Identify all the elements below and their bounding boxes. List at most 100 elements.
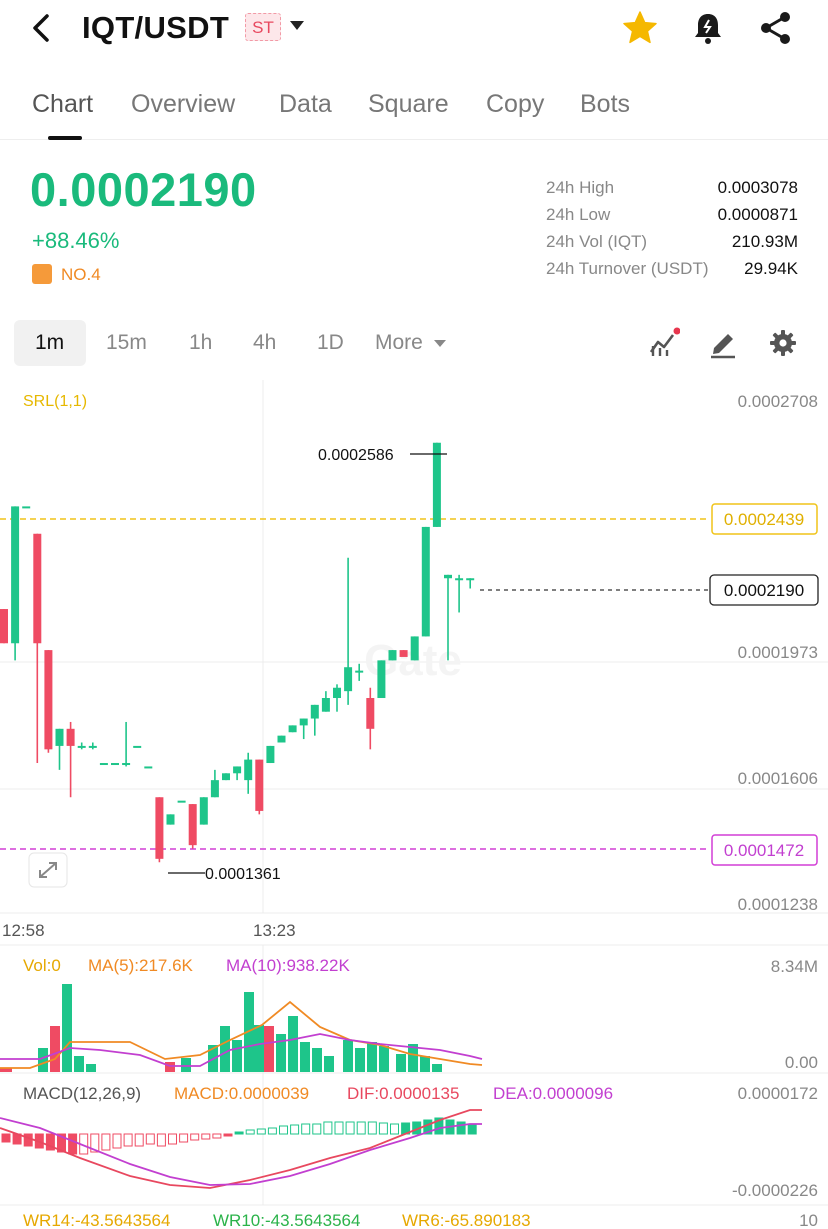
- candle-body: [344, 667, 353, 692]
- timeframe-1m[interactable]: 1m: [35, 331, 65, 354]
- stat-label-vol: 24h Vol (IQT): [546, 232, 648, 251]
- candle-body: [199, 797, 208, 825]
- candle-body: [399, 650, 408, 657]
- macd-bar: [179, 1133, 189, 1143]
- macd-bar: [223, 1133, 233, 1137]
- macd-bar: [323, 1121, 333, 1135]
- macd-bar: [378, 1122, 388, 1135]
- timeframe-4h[interactable]: 4h: [253, 331, 277, 354]
- star-icon[interactable]: [620, 8, 660, 48]
- macd-bar: [156, 1133, 166, 1147]
- candle-body: [88, 745, 97, 748]
- macd-bar: [367, 1121, 377, 1135]
- stat-label-turnover: 24h Turnover (USDT): [546, 259, 709, 278]
- header: IQT/USDT ST: [0, 0, 828, 60]
- alert-bell-icon[interactable]: [688, 8, 728, 48]
- timeframe-active-bg: [14, 320, 86, 366]
- timeframe-1d[interactable]: 1D: [317, 331, 344, 354]
- macd-bar: [57, 1133, 66, 1153]
- macd-bar: [256, 1128, 266, 1135]
- candle-body: [77, 745, 86, 748]
- st-badge: ST: [245, 13, 281, 41]
- macd-bar: [212, 1133, 222, 1139]
- candle-body: [233, 766, 242, 774]
- tab-bots[interactable]: Bots: [580, 90, 631, 118]
- volume-axis-top: 8.34M: [771, 957, 818, 976]
- last-price-tag: [709, 574, 819, 606]
- candle-body: [222, 773, 230, 781]
- candle-body: [244, 759, 253, 781]
- pair-title[interactable]: IQT/USDT: [82, 10, 230, 45]
- tab-copy[interactable]: Copy: [486, 90, 545, 118]
- wr14-label: WR14:-43.5643564: [23, 1211, 170, 1229]
- macd-axis-bottom: -0.0000226: [732, 1181, 818, 1200]
- candle-body: [111, 763, 119, 766]
- srl-low-tag: [711, 834, 818, 866]
- macd-bar: [267, 1127, 277, 1135]
- macd-bar: [145, 1133, 155, 1145]
- rank-icon: [32, 264, 52, 284]
- timeframe-15m[interactable]: 15m: [106, 331, 147, 354]
- macd-bar: [101, 1133, 111, 1151]
- candle-body: [22, 506, 31, 509]
- kline-chart[interactable]: Gate SRL(1,1) 0.0002708 0.0001973 0.0001…: [0, 380, 828, 1229]
- candle-body: [133, 745, 142, 748]
- last-price: 0.0002190: [30, 163, 257, 216]
- candle-body: [299, 718, 308, 726]
- expand-icon[interactable]: [28, 852, 68, 888]
- tab-data[interactable]: Data: [279, 90, 332, 118]
- tab-overview[interactable]: Overview: [131, 90, 236, 118]
- tab-chart[interactable]: Chart: [32, 90, 94, 118]
- macd-label: MACD(12,26,9): [23, 1084, 141, 1103]
- macd-bar: [467, 1123, 477, 1135]
- candle-body: [277, 735, 286, 743]
- wr-axis-top: 10: [799, 1211, 818, 1229]
- candle-body: [99, 763, 108, 766]
- macd-dif: DIF:0.0000135: [347, 1084, 459, 1103]
- back-icon[interactable]: [22, 8, 62, 48]
- timeframe-more[interactable]: More: [375, 331, 423, 354]
- draw-icon[interactable]: [706, 326, 740, 360]
- candle-body: [288, 725, 297, 733]
- macd-axis-top: 0.0000172: [738, 1084, 818, 1103]
- candle-body: [333, 687, 341, 699]
- gridlines: [0, 380, 828, 1206]
- stat-value-turnover: 29.94K: [744, 259, 798, 278]
- last-price-value: 0.0002190: [724, 581, 804, 600]
- stat-value-high: 0.0003078: [717, 178, 798, 197]
- macd-bar: [134, 1133, 144, 1147]
- chevron-down-icon[interactable]: [290, 21, 304, 30]
- macd-bar: [112, 1133, 122, 1149]
- settings-icon[interactable]: [766, 326, 800, 360]
- macd-bar: [68, 1133, 78, 1155]
- chevron-down-icon[interactable]: [434, 340, 446, 347]
- srl-low-value: 0.0001472: [724, 841, 804, 860]
- tab-square[interactable]: Square: [368, 90, 449, 118]
- y-tick-label: 0.0001973: [738, 643, 818, 662]
- macd-bar: [123, 1133, 133, 1147]
- candle-body: [310, 704, 319, 719]
- candle-body: [144, 766, 153, 769]
- share-icon[interactable]: [756, 8, 796, 48]
- macd-bar: [279, 1125, 288, 1135]
- candle-body: [177, 800, 186, 803]
- volume-ma5-line: [0, 1000, 483, 1069]
- volume-axis-bottom: 0.00: [785, 1053, 818, 1072]
- candle-body: [355, 670, 364, 673]
- volume-ma5-label: MA(5):217.6K: [88, 956, 194, 975]
- candle-body: [421, 526, 430, 637]
- volume-ma10-label: MA(10):938.22K: [226, 956, 350, 975]
- candle-body: [255, 759, 264, 811]
- candle-body: [122, 763, 131, 766]
- macd-bar: [90, 1133, 100, 1153]
- stat-value-low: 0.0000871: [717, 205, 798, 224]
- candle-body: [188, 804, 197, 846]
- candle-body: [166, 814, 175, 825]
- candle-body: [0, 609, 8, 644]
- volume-label: Vol:0: [23, 956, 61, 975]
- candle-body: [266, 745, 275, 764]
- indicator-icon[interactable]: [646, 326, 680, 360]
- macd-bar: [301, 1123, 311, 1135]
- timeframe-1h[interactable]: 1h: [189, 331, 213, 354]
- macd-bar: [345, 1121, 355, 1135]
